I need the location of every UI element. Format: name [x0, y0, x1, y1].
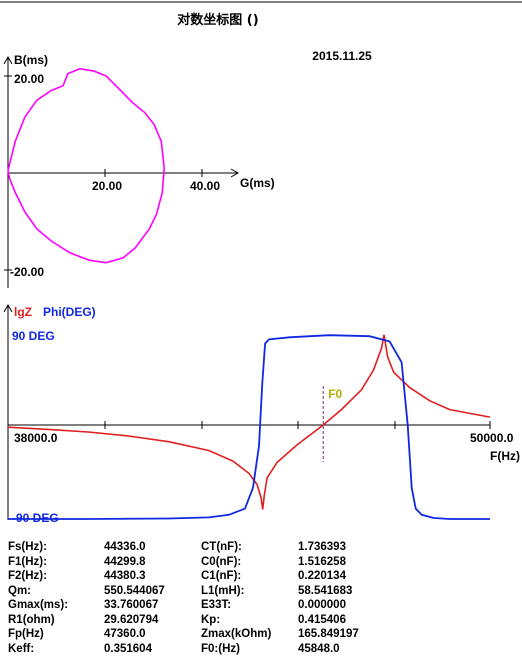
- phi-axis-label: Phi(DEG): [43, 305, 96, 319]
- parameter-label: Qm:: [8, 584, 31, 597]
- date-label: 2015.11.25: [312, 49, 372, 63]
- parameter-label: CT(nF):: [201, 541, 242, 553]
- parameter-label: Zmax(kOhm): [201, 628, 272, 640]
- g-tick-label-20: 20.00: [92, 179, 122, 193]
- parameter-value: 58.541683: [298, 584, 353, 597]
- lgz-axis-arrow: [3, 303, 13, 313]
- parameter-label: F1(Hz):: [8, 555, 47, 568]
- lgz-axis-label: lgZ: [14, 305, 32, 319]
- parameter-value: 1.516258: [298, 555, 346, 568]
- parameter-value: 44380.3: [104, 570, 146, 582]
- parameter-value: 45848.0: [298, 642, 340, 655]
- parameter-label: R1(ohm): [8, 613, 55, 626]
- parameter-label: F0:(Hz): [201, 642, 240, 655]
- f0-marker-label: F0: [328, 387, 342, 401]
- parameter-label: C0(nF):: [201, 555, 242, 568]
- parameter-value: 1.736393: [298, 541, 346, 553]
- g-axis-label: G(ms): [240, 176, 275, 190]
- g-tick-label-40: 40.00: [190, 179, 220, 193]
- parameter-label: F2(Hz):: [8, 570, 47, 582]
- admittance-circle-line: [7, 67, 166, 264]
- parameter-value: 0.220134: [298, 570, 346, 582]
- parameter-value: 0.415406: [298, 613, 346, 626]
- parameter-label: Fs(Hz):: [8, 541, 47, 553]
- parameter-value: 29.620794: [104, 613, 159, 626]
- g-axis-arrow: [230, 168, 240, 178]
- chart-title: 对数坐标图 (): [177, 12, 258, 28]
- f-min-label: 38000.0: [14, 431, 58, 445]
- parameter-label: L1(mH):: [201, 584, 245, 597]
- admittance-axes: B(ms) G(ms) 20.00 40.00 20.00 -20.00: [3, 53, 275, 288]
- parameter-label: C1(nF):: [201, 570, 242, 582]
- parameter-value: 44299.8: [104, 555, 146, 568]
- bode-axes: lgZ Phi(DEG) 90 DEG 38000.0 50000.0 F(Hz…: [3, 303, 520, 520]
- parameter-label: Kp:: [201, 613, 221, 626]
- parameter-value: 47360.0: [104, 628, 146, 640]
- lgz-series-line: [7, 334, 491, 510]
- parameter-label: E33T:: [201, 599, 232, 611]
- b-tick-label-20: 20.00: [14, 72, 44, 86]
- frequency-axis-label: F(Hz): [490, 449, 520, 463]
- phase-series-line: [8, 334, 490, 520]
- b-axis-label: B(ms): [14, 53, 48, 67]
- f-max-label: 50000.0: [470, 431, 514, 445]
- phase-label-90: 90 DEG: [12, 329, 55, 343]
- parameter-value: 550.544067: [104, 584, 165, 597]
- parameter-value: 44336.0: [104, 541, 146, 553]
- parameter-label: Keff:: [8, 642, 35, 655]
- b-tick-label-neg20: -20.00: [10, 265, 44, 279]
- parameter-value: 33.760067: [104, 599, 159, 611]
- phase-label-neg90: -90 DEG: [12, 511, 59, 525]
- b-axis-arrow: [3, 55, 13, 65]
- parameter-value: 165.849197: [298, 628, 359, 640]
- parameter-value: 0.000000: [298, 599, 346, 611]
- parameter-value: 0.351604: [104, 642, 152, 655]
- parameter-label: Fp(Hz): [8, 628, 44, 640]
- parameter-label: Gmax(ms):: [8, 599, 69, 611]
